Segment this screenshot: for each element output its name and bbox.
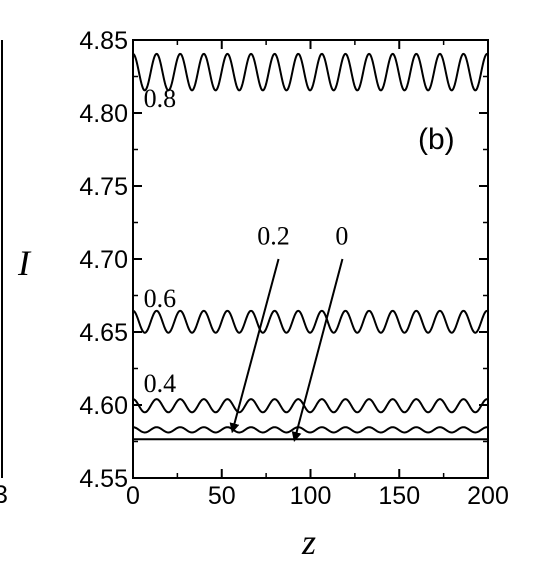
arrow-0-2 <box>229 258 280 434</box>
x-tick-label-0: 0 <box>126 482 140 510</box>
x-tick-label-4: 200 <box>467 482 509 510</box>
series-line-0-8 <box>132 52 489 92</box>
x-tick-label-1: 50 <box>208 482 236 510</box>
curve-label-0-2: 0.2 <box>257 221 290 250</box>
curve-labels: 0 0.2 0.4 0.6 0.8 <box>144 84 349 398</box>
curve-label-0-4: 0.4 <box>144 369 177 398</box>
annotation-arrows <box>229 258 344 442</box>
y-tick-label-3: 4.70 <box>79 246 128 274</box>
curve-label-0: 0 <box>335 221 348 250</box>
y-tick-label-2: 4.65 <box>79 319 128 347</box>
y-tick-label-6: 4.85 <box>79 27 128 55</box>
panel-label: (b) <box>418 123 455 156</box>
x-tick-label-2: 100 <box>290 482 332 510</box>
curve-label-0-8: 0.8 <box>144 84 177 113</box>
y-tick-label-4: 4.75 <box>79 173 128 201</box>
y-axis-title: I <box>17 243 32 283</box>
x-axis-title: z <box>301 522 316 562</box>
left-panel-tick-fragment: 3 <box>0 481 8 509</box>
x-tick-label-3: 150 <box>378 482 420 510</box>
arrow-0 <box>291 258 344 442</box>
y-tick-label-0: 4.55 <box>79 465 128 493</box>
series-line-0-6 <box>132 309 489 334</box>
y-tick-label-5: 4.80 <box>79 100 128 128</box>
axis-ticks: 0 50 100 150 200 4.55 4.60 4.65 4.70 4.75 4.80 4.85 <box>79 27 509 510</box>
series-line-0-4 <box>132 398 489 414</box>
series-line-0-2 <box>132 426 489 434</box>
y-tick-label-1: 4.60 <box>79 392 128 420</box>
curve-label-0-6: 0.6 <box>144 284 177 313</box>
series-lines <box>132 52 489 441</box>
